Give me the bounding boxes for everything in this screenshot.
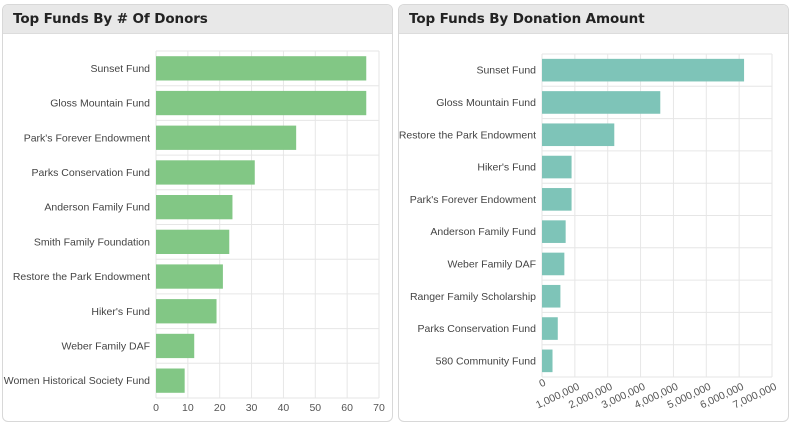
donors-category-label: Women Historical Society Fund [4, 375, 150, 387]
donors-panel-title: Top Funds By # Of Donors [13, 11, 208, 27]
donors-bar [156, 264, 223, 289]
amount-bar [542, 91, 661, 114]
amount-category-label: Sunset Fund [476, 65, 536, 77]
donors-bar [156, 368, 185, 393]
amount-bar [542, 252, 565, 276]
donors-category-label: Restore the Park Endowment [13, 271, 150, 283]
donors-x-tick-label: 20 [214, 402, 226, 414]
donors-bar [156, 56, 367, 81]
amount-category-label: Ranger Family Scholarship [410, 291, 536, 303]
amount-bar [542, 58, 745, 82]
donors-bar [156, 333, 195, 359]
amount-category-label: Park's Forever Endowment [410, 194, 536, 206]
donors-x-tick-label: 70 [373, 402, 385, 414]
amount-category-label: Anderson Family Fund [430, 226, 536, 238]
amount-panel-header: Top Funds By Donation Amount [399, 5, 788, 34]
amount-bar-chart: Sunset Fund Gloss Mountain Fund Restore th… [399, 53, 779, 411]
amount-bar [542, 188, 572, 211]
donors-x-tick-label: 50 [309, 402, 321, 414]
donors-bar [156, 299, 217, 324]
amount-category-label: Hiker's Fund [477, 162, 536, 174]
amount-bar [542, 317, 558, 340]
amount-panel-title: Top Funds By Donation Amount [409, 11, 645, 27]
donors-bar [156, 229, 230, 254]
donors-x-tick-label: 30 [246, 402, 258, 414]
amount-bar [542, 155, 572, 179]
donors-bar [156, 160, 255, 185]
amount-category-label: Parks Conservation Fund [418, 323, 537, 335]
donors-category-label: Parks Conservation Fund [32, 167, 151, 179]
amount-category-label: Restore the Park Endowment [399, 129, 536, 141]
amount-category-label: Weber Family DAF [448, 258, 537, 270]
donors-bar [156, 125, 297, 150]
amount-bar [542, 123, 615, 147]
donors-category-label: Gloss Mountain Fund [50, 98, 150, 110]
amount-bar [542, 220, 566, 243]
donors-panel: Top Funds By # Of Donors Sunset Fund Glos… [2, 4, 393, 422]
donors-category-label: Hiker's Fund [91, 306, 150, 318]
amount-bar [542, 284, 561, 308]
donors-category-label: Anderson Family Fund [44, 202, 150, 214]
donors-x-tick-label: 60 [341, 402, 353, 414]
donors-x-tick-label: 40 [278, 402, 290, 414]
donors-category-label: Sunset Fund [90, 63, 150, 75]
amount-bar [542, 349, 553, 373]
amount-x-tick-label: 0 [537, 377, 548, 390]
donors-x-tick-label: 10 [182, 402, 194, 414]
donors-bar [156, 90, 367, 116]
donors-category-label: Smith Family Foundation [34, 236, 150, 248]
donors-bar-chart: Sunset Fund Gloss Mountain Fund Park's For… [4, 50, 385, 414]
donors-category-label: Park's Forever Endowment [24, 132, 150, 144]
amount-panel: Top Funds By Donation Amount Sunset Fund… [398, 4, 789, 422]
donors-category-label: Weber Family DAF [62, 340, 151, 352]
amount-category-label: Gloss Mountain Fund [436, 97, 536, 109]
donors-panel-header: Top Funds By # Of Donors [3, 5, 392, 34]
amount-category-label: 580 Community Fund [436, 355, 537, 367]
donors-x-tick-label: 0 [153, 402, 159, 414]
donors-bar [156, 195, 233, 220]
